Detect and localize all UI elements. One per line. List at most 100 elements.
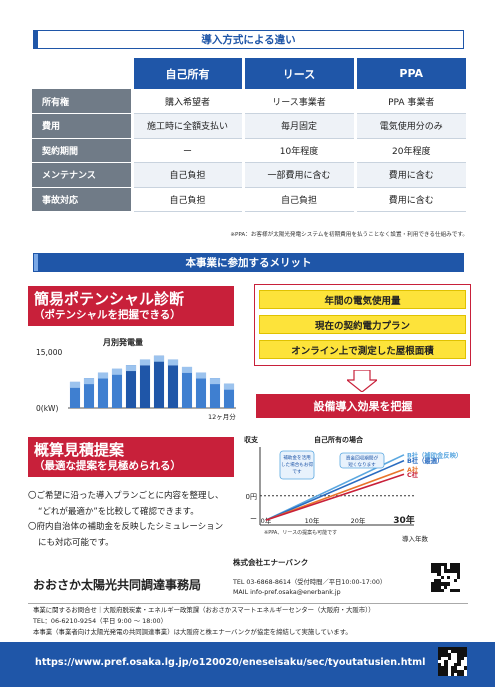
qr-module [447, 656, 451, 660]
bar-cap [167, 359, 179, 366]
table-cell: 費用に含む [353, 162, 466, 188]
qr-module [463, 653, 467, 657]
qr-module [457, 656, 461, 660]
qr-module [444, 672, 448, 676]
qr-module [456, 569, 460, 573]
qr-module [443, 563, 448, 567]
qr-module [438, 663, 442, 667]
qr-module [434, 588, 438, 592]
qr-module [438, 650, 442, 654]
bar [125, 365, 137, 408]
table-cell: リース事業者 [241, 89, 355, 114]
bar-cap [223, 383, 235, 390]
qr-module [441, 669, 445, 673]
chart-title: 自己所有の場合 [314, 435, 364, 444]
qr-module [456, 572, 460, 576]
series-line [265, 459, 405, 521]
qr-module [434, 563, 438, 567]
section-title: 本事業に参加するメリット [185, 257, 312, 269]
qr-module [437, 582, 441, 586]
chart-footnote: ※PPA、リースの提案も可能です [264, 529, 337, 536]
qr-module [447, 647, 451, 651]
website-link[interactable]: https://www.pref.osaka.lg.jp/o120020/ene… [35, 657, 426, 668]
input-item: 年間の電気使用量 [259, 290, 466, 309]
column-header-ppa: PPA [353, 58, 466, 89]
y-tick-label: ー [250, 515, 257, 523]
qr-module [444, 669, 448, 673]
qr-module [431, 582, 435, 586]
y-tick-label: 15,000 [36, 348, 62, 357]
qr-module [447, 582, 451, 586]
qr-module [454, 663, 458, 667]
series-line [265, 473, 405, 521]
bullet-line: 〇ご希望に沿った導入プランごとに内容を整理し、 [28, 491, 224, 501]
qr-module [441, 653, 445, 657]
annotation-bubble [339, 452, 385, 469]
qr-module [437, 579, 441, 583]
qr-module [440, 575, 444, 580]
qr-module [457, 669, 461, 673]
merit2-title: 概算見積提案 [34, 441, 125, 459]
qr-module [447, 653, 451, 657]
table-cell: 費用に含む [353, 187, 466, 212]
bar-cap [111, 368, 123, 375]
table-cell: 自己負担 [130, 162, 243, 188]
qr-module [453, 563, 457, 567]
qr-module [450, 650, 455, 654]
table-row: 契約期間 ー 10年程度 20年程度 [32, 138, 466, 163]
qr-module [443, 585, 448, 589]
qr-code-icon[interactable] [438, 647, 467, 676]
qr-module [441, 672, 445, 676]
qr-module [440, 582, 444, 586]
qr-module [457, 659, 461, 664]
qr-module [437, 569, 441, 573]
qr-module [434, 579, 438, 583]
qr-module [431, 569, 435, 573]
qr-module [438, 672, 442, 676]
qr-module [438, 653, 442, 657]
qr-module [453, 569, 457, 573]
bullet-line: 〇府内自治体の補助金を反映したシミュレーション [28, 522, 224, 532]
bar [111, 368, 123, 408]
section-accent [34, 31, 38, 48]
qr-module [463, 647, 467, 651]
qr-module [450, 669, 455, 673]
bar [209, 378, 221, 408]
qr-module [431, 588, 435, 592]
table-cell: 購入希望者 [130, 89, 243, 114]
section-header-merits: 本事業に参加するメリット [33, 253, 464, 272]
bullet-line: にも対応可能です。 [38, 537, 114, 548]
qr-module [441, 666, 445, 670]
table-row: 所有権 購入希望者 リース事業者 PPA 事業者 [32, 89, 466, 114]
table-row: メンテナンス 自己負担 一部費用に含む 費用に含む [32, 162, 466, 188]
qr-module [440, 588, 444, 592]
qr-module [438, 669, 442, 673]
table-corner [32, 58, 132, 89]
qr-code-icon[interactable] [431, 563, 460, 592]
y-tick-label: 0円 [246, 493, 257, 501]
result-box: 設備導入効果を把握 [256, 394, 470, 418]
qr-module [431, 563, 435, 567]
table-cell: 20年程度 [353, 138, 466, 163]
qr-module [463, 666, 467, 670]
bar-cap [139, 359, 151, 366]
qr-module [434, 569, 438, 573]
annotation-text-line: です [292, 468, 302, 475]
qr-module [460, 647, 464, 651]
qr-module [437, 585, 441, 589]
bar [181, 366, 193, 408]
x-tick-label: 30年 [393, 514, 415, 526]
annotation-text-line: 補助金を活用 [283, 454, 311, 461]
qr-module [454, 650, 458, 654]
bar [195, 372, 207, 408]
url-banner [0, 642, 495, 687]
qr-module [453, 588, 457, 592]
table-cell: 毎月固定 [241, 113, 355, 139]
row-header: メンテナンス [32, 162, 132, 188]
annotation-text-line: 短くなります [348, 461, 376, 468]
bar-cap [97, 372, 109, 379]
qr-module [444, 647, 448, 651]
bar-cap [153, 355, 165, 362]
qr-module [460, 669, 464, 673]
